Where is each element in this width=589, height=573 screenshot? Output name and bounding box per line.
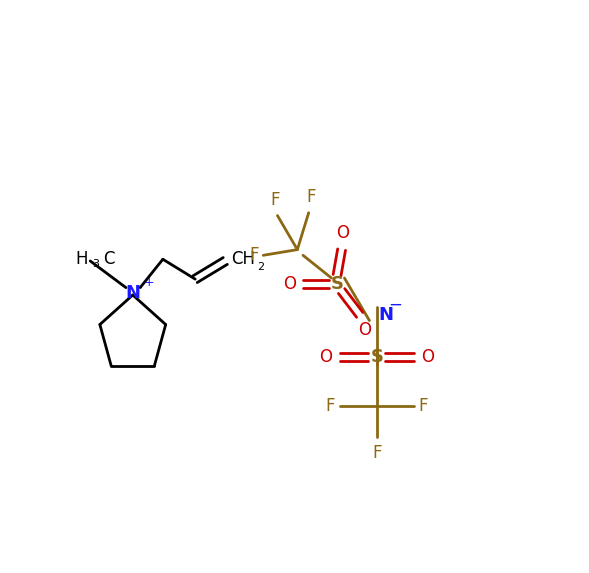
Text: 3: 3	[92, 260, 99, 269]
Text: H: H	[75, 250, 87, 268]
Text: F: F	[270, 191, 279, 209]
Text: 2: 2	[257, 262, 264, 272]
Text: S: S	[370, 348, 383, 366]
Text: F: F	[326, 397, 335, 415]
Text: O: O	[421, 348, 434, 366]
Text: O: O	[319, 348, 333, 366]
Text: +: +	[143, 276, 154, 289]
Text: F: F	[249, 246, 259, 264]
Text: C: C	[102, 250, 114, 268]
Text: S: S	[330, 274, 343, 293]
Text: CH: CH	[231, 250, 255, 268]
Text: O: O	[336, 224, 349, 242]
Text: F: F	[372, 444, 382, 462]
Text: −: −	[388, 296, 402, 313]
Text: N: N	[125, 284, 140, 303]
Text: O: O	[283, 274, 296, 293]
Text: F: F	[418, 397, 428, 415]
Text: N: N	[379, 306, 393, 324]
Text: O: O	[358, 320, 371, 339]
Text: F: F	[307, 188, 316, 206]
